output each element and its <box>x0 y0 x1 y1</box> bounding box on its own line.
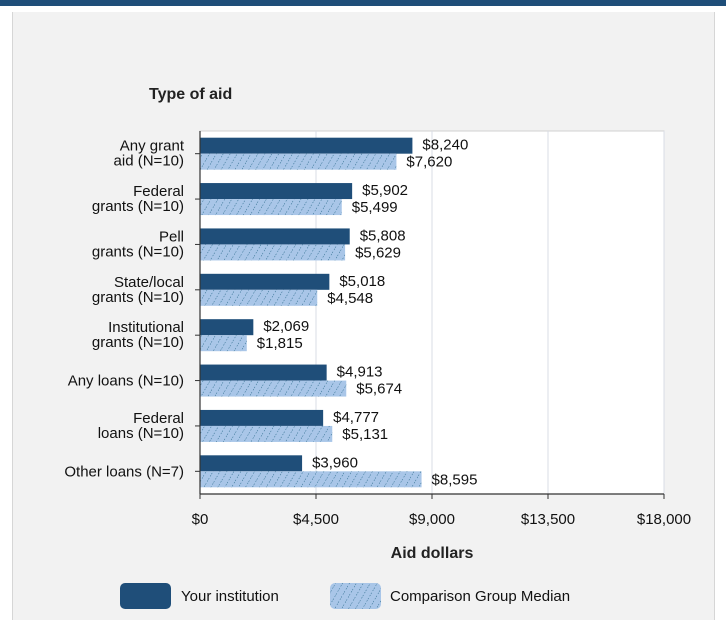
bar-comparison <box>200 335 247 352</box>
bar-comparison <box>200 153 397 170</box>
header-bar <box>0 0 726 6</box>
x-tick-label: $0 <box>192 511 209 528</box>
value-label-comparison: $5,131 <box>342 426 388 443</box>
bar-your-institution <box>200 409 324 426</box>
legend-swatch-comparison <box>330 583 381 609</box>
value-label-comparison: $5,674 <box>356 381 402 398</box>
legend-swatch-your-institution <box>120 583 171 609</box>
category-label: Pell <box>159 228 184 245</box>
x-tick-label: $4,500 <box>293 511 339 528</box>
bar-your-institution <box>200 137 413 154</box>
category-label: State/local <box>114 274 184 291</box>
value-label-comparison: $8,595 <box>432 471 478 488</box>
value-label-your-institution: $8,240 <box>422 137 468 154</box>
category-label: Any loans (N=10) <box>68 373 184 390</box>
category-label: grants (N=10) <box>92 243 184 260</box>
value-label-comparison: $1,815 <box>257 335 303 352</box>
category-label: grants (N=10) <box>92 198 184 215</box>
bar-your-institution <box>200 273 330 290</box>
category-label: aid (N=10) <box>114 153 184 170</box>
value-label-comparison: $5,629 <box>355 244 401 261</box>
x-tick-label: $18,000 <box>637 511 691 528</box>
category-label: Other loans (N=7) <box>64 463 184 480</box>
bar-comparison <box>200 471 422 488</box>
category-label: Federal <box>133 410 184 427</box>
bar-your-institution <box>200 455 303 472</box>
legend: Your institution Comparison Group Median <box>120 583 570 609</box>
category-label: grants (N=10) <box>92 334 184 351</box>
bar-your-institution <box>200 319 254 336</box>
value-label-comparison: $4,548 <box>327 290 373 307</box>
bar-comparison <box>200 199 342 216</box>
bar-comparison <box>200 244 346 261</box>
value-label-comparison: $7,620 <box>406 154 452 171</box>
value-label-your-institution: $4,913 <box>337 364 383 381</box>
x-axis-title: Aid dollars <box>391 545 474 562</box>
value-label-your-institution: $5,902 <box>362 182 408 199</box>
category-label: Institutional <box>108 319 184 336</box>
category-label: Federal <box>133 183 184 200</box>
bar-your-institution <box>200 364 327 381</box>
value-label-your-institution: $4,777 <box>333 409 379 426</box>
bar-comparison <box>200 380 347 397</box>
category-label: Any grant <box>120 138 185 155</box>
value-label-your-institution: $3,960 <box>312 454 358 471</box>
category-label: grants (N=10) <box>92 289 184 306</box>
category-label: loans (N=10) <box>98 425 184 442</box>
bar-comparison <box>200 425 333 442</box>
legend-label-your-institution: Your institution <box>181 588 279 605</box>
y-axis-title: Type of aid <box>149 86 232 103</box>
x-tick-label: $13,500 <box>521 511 575 528</box>
bar-your-institution <box>200 228 350 245</box>
value-label-your-institution: $5,018 <box>339 273 385 290</box>
x-tick-label: $9,000 <box>409 511 455 528</box>
bar-comparison <box>200 289 318 306</box>
value-label-your-institution: $5,808 <box>360 227 406 244</box>
legend-label-comparison: Comparison Group Median <box>390 588 570 605</box>
value-label-your-institution: $2,069 <box>263 318 309 335</box>
value-label-comparison: $5,499 <box>352 199 398 216</box>
bar-your-institution <box>200 183 353 200</box>
